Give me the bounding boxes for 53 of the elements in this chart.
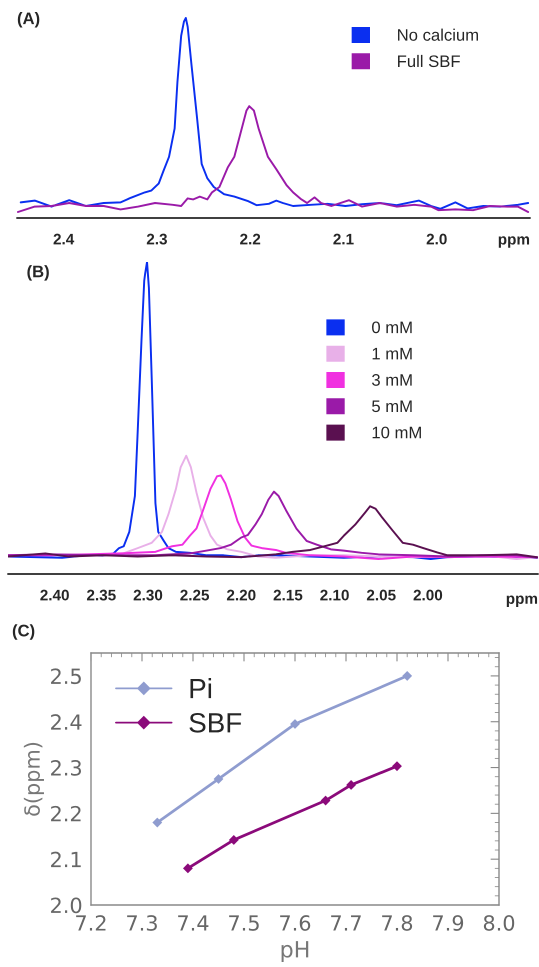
y-axis-title: δ(ppm) — [24, 742, 44, 816]
y-tick-label: 2.3 — [51, 760, 81, 776]
x-tick-label: 7.4 — [178, 915, 208, 931]
x-tick-label: 2.00 — [414, 590, 442, 600]
legend-label: 1 mM — [372, 348, 412, 360]
x-tick-label: 2.30 — [134, 590, 162, 601]
legend-label: Full SBF — [398, 54, 460, 68]
point — [320, 796, 331, 806]
x-tick-label: 2.05 — [366, 590, 396, 600]
x-tick-label: 2.15 — [274, 590, 302, 600]
x-tick-label: 2.0 — [426, 234, 447, 244]
legend-label: 0 mM — [372, 321, 412, 334]
y-tick-label: 2.0 — [51, 897, 82, 914]
point — [214, 774, 224, 784]
legend-label: 5 mM — [372, 400, 412, 412]
x-axis-title: ppm — [498, 236, 530, 248]
x-tick-label: 7.9 — [433, 915, 464, 931]
legend-label: SBF — [189, 712, 242, 733]
legend-label: Pi — [190, 678, 212, 698]
x-tick-label: 2.2 — [240, 234, 260, 244]
y-tick-label: 2.1 — [51, 852, 81, 868]
legend-label: 3 mM — [372, 374, 412, 386]
point — [392, 761, 402, 772]
x-tick-label: 2.1 — [333, 234, 354, 244]
legend-label: No calcium — [398, 28, 478, 41]
x-tick-label: 7.2 — [76, 915, 106, 931]
y-tick-label: 2.5 — [51, 668, 81, 684]
point — [402, 671, 412, 681]
x-tick-label: 7.8 — [382, 915, 412, 931]
y-tick-label: 2.4 — [51, 714, 82, 730]
point — [290, 719, 300, 729]
chart-title: (B) — [27, 265, 49, 281]
point — [182, 863, 193, 874]
y-tick-label: 2.2 — [51, 806, 81, 822]
x-tick-label: 2.25 — [180, 590, 210, 600]
chart-title: (A) — [18, 12, 40, 28]
x-tick-label: 2.10 — [320, 590, 349, 600]
x-tick-label: 2.20 — [226, 590, 256, 600]
x-axis-title: pH — [282, 941, 308, 962]
chart-title: (C) — [12, 624, 34, 640]
x-axis-title: ppm — [506, 596, 538, 607]
x-tick-label: 7.6 — [280, 915, 310, 931]
x-tick-label: 7.7 — [331, 915, 361, 931]
x-tick-label: 8.0 — [484, 915, 514, 931]
x-tick-label: 7.3 — [127, 915, 157, 931]
point — [228, 835, 239, 845]
point — [152, 818, 162, 828]
x-tick-label: 2.40 — [40, 590, 69, 600]
x-tick-label: 2.3 — [146, 234, 167, 245]
point — [346, 780, 356, 790]
x-tick-label: 2.35 — [86, 590, 116, 601]
legend-label: 10 mM — [372, 426, 421, 438]
x-tick-label: 7.5 — [229, 915, 259, 931]
